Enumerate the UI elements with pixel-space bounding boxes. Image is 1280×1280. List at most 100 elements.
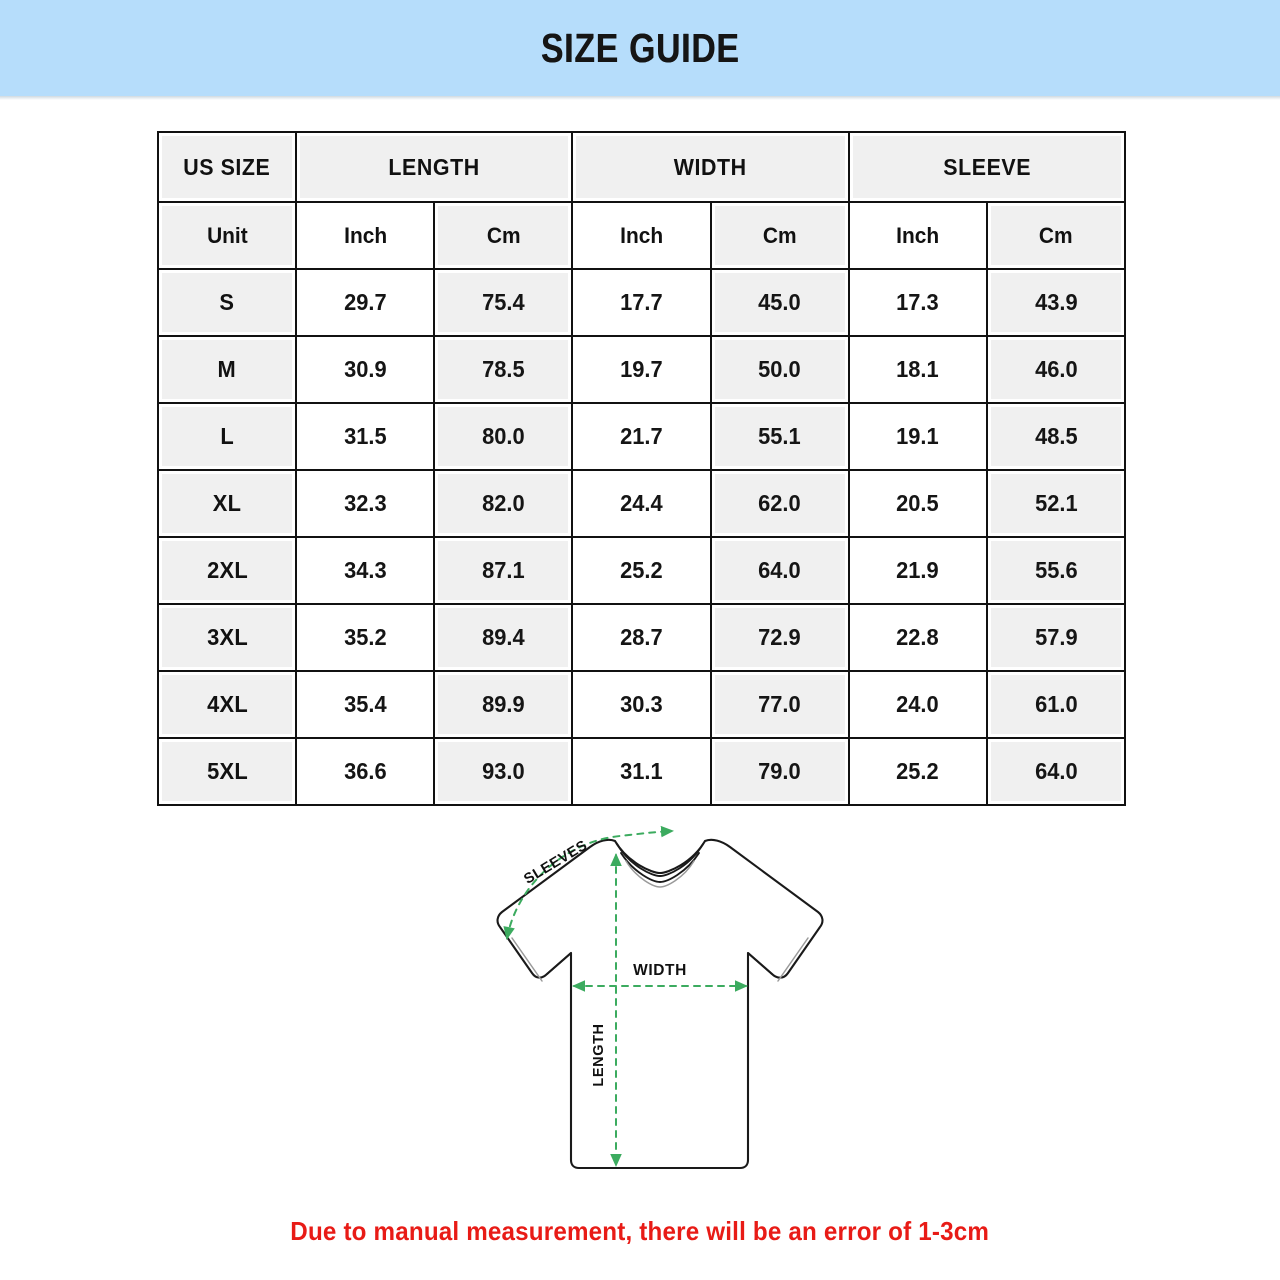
cell-sleeve-cm: 64.0 bbox=[985, 737, 1127, 806]
cell-size: S bbox=[156, 268, 298, 337]
cell-length-inch: 29.7 bbox=[295, 268, 436, 337]
cell-length-inch: 35.4 bbox=[295, 670, 436, 739]
size-table: US SIZE LENGTH WIDTH SLEEVE Unit Inch bbox=[156, 131, 1127, 806]
size-label: S bbox=[219, 289, 235, 315]
group-header-length: LENGTH bbox=[295, 131, 574, 203]
value: 18.1 bbox=[896, 356, 940, 382]
value: 25.2 bbox=[620, 557, 663, 583]
value: 57.9 bbox=[1034, 624, 1078, 650]
size-label: 2XL bbox=[206, 557, 248, 583]
width-label: WIDTH bbox=[633, 962, 687, 979]
value: 29.7 bbox=[343, 289, 387, 315]
value: 46.0 bbox=[1034, 356, 1078, 382]
cell-length-inch: 35.2 bbox=[295, 603, 436, 672]
group-header-sleeve: SLEEVE bbox=[847, 131, 1127, 203]
cell-width-inch: 19.7 bbox=[571, 335, 712, 404]
value: 17.7 bbox=[620, 289, 663, 315]
size-label: 4XL bbox=[206, 691, 248, 717]
page-title: SIZE GUIDE bbox=[540, 24, 740, 71]
size-label: XL bbox=[212, 490, 242, 516]
unit-label: Cm bbox=[486, 222, 521, 248]
table-row: M 30.9 78.5 19.7 50.0 18.1 46.0 bbox=[156, 335, 1127, 404]
group-header-us-size: US SIZE bbox=[156, 131, 298, 203]
value: 35.2 bbox=[343, 624, 387, 650]
cell-width-cm: 79.0 bbox=[709, 737, 850, 806]
unit-label: Cm bbox=[1039, 222, 1073, 248]
value: 28.7 bbox=[620, 624, 663, 650]
unit-cell-width-inch: Inch bbox=[571, 201, 712, 270]
cell-length-cm: 80.0 bbox=[433, 402, 574, 471]
table-group-header-row: US SIZE LENGTH WIDTH SLEEVE bbox=[156, 131, 1127, 203]
size-label: M bbox=[217, 356, 237, 382]
group-header-label: SLEEVE bbox=[942, 153, 1031, 180]
value: 34.3 bbox=[343, 557, 387, 583]
unit-cell-length-cm: Cm bbox=[433, 201, 574, 270]
table-row: XL 32.3 82.0 24.4 62.0 20.5 52.1 bbox=[156, 469, 1127, 538]
cell-sleeve-inch: 17.3 bbox=[847, 268, 988, 337]
value: 64.0 bbox=[758, 557, 801, 583]
cell-sleeve-inch: 25.2 bbox=[847, 737, 988, 806]
table-row: 5XL 36.6 93.0 31.1 79.0 25.2 64.0 bbox=[156, 737, 1127, 806]
cell-size: 2XL bbox=[156, 536, 298, 605]
cell-sleeve-inch: 22.8 bbox=[847, 603, 988, 672]
header-banner: SIZE GUIDE bbox=[0, 0, 1280, 100]
value: 30.9 bbox=[343, 356, 387, 382]
value: 77.0 bbox=[758, 691, 801, 717]
cell-length-cm: 93.0 bbox=[433, 737, 574, 806]
cell-length-cm: 75.4 bbox=[433, 268, 574, 337]
cell-sleeve-cm: 46.0 bbox=[985, 335, 1127, 404]
cell-sleeve-inch: 19.1 bbox=[847, 402, 988, 471]
tshirt-outline bbox=[496, 838, 824, 1170]
table-row: 4XL 35.4 89.9 30.3 77.0 24.0 61.0 bbox=[156, 670, 1127, 739]
table-unit-row: Unit Inch Cm Inch Cm Inch Cm bbox=[156, 201, 1127, 270]
value: 55.6 bbox=[1034, 557, 1078, 583]
size-label: L bbox=[220, 423, 234, 449]
value: 22.8 bbox=[896, 624, 940, 650]
value: 87.1 bbox=[482, 557, 525, 583]
cell-sleeve-inch: 24.0 bbox=[847, 670, 988, 739]
cell-sleeve-inch: 20.5 bbox=[847, 469, 988, 538]
cell-width-cm: 62.0 bbox=[709, 469, 850, 538]
cell-width-inch: 24.4 bbox=[571, 469, 712, 538]
value: 52.1 bbox=[1034, 490, 1078, 516]
cell-sleeve-cm: 52.1 bbox=[985, 469, 1127, 538]
value: 89.9 bbox=[482, 691, 525, 717]
value: 19.7 bbox=[620, 356, 663, 382]
value: 45.0 bbox=[758, 289, 801, 315]
value: 31.5 bbox=[343, 423, 387, 449]
value: 75.4 bbox=[482, 289, 525, 315]
cell-length-inch: 31.5 bbox=[295, 402, 436, 471]
table-row: 2XL 34.3 87.1 25.2 64.0 21.9 55.6 bbox=[156, 536, 1127, 605]
unit-cell-sleeve-inch: Inch bbox=[847, 201, 988, 270]
value: 36.6 bbox=[343, 758, 387, 784]
cell-width-inch: 25.2 bbox=[571, 536, 712, 605]
cell-length-cm: 82.0 bbox=[433, 469, 574, 538]
value: 89.4 bbox=[482, 624, 525, 650]
value: 79.0 bbox=[758, 758, 801, 784]
value: 78.5 bbox=[482, 356, 525, 382]
tshirt-sleeve-seams bbox=[546, 952, 773, 975]
value: 20.5 bbox=[896, 490, 940, 516]
table-row: 3XL 35.2 89.4 28.7 72.9 22.8 57.9 bbox=[156, 603, 1127, 672]
value: 21.7 bbox=[620, 423, 663, 449]
group-header-width: WIDTH bbox=[571, 131, 850, 203]
cell-length-inch: 36.6 bbox=[295, 737, 436, 806]
value: 55.1 bbox=[758, 423, 801, 449]
cell-width-inch: 28.7 bbox=[571, 603, 712, 672]
tshirt-sleeve-hems bbox=[511, 937, 809, 982]
value: 35.4 bbox=[343, 691, 387, 717]
cell-length-cm: 89.4 bbox=[433, 603, 574, 672]
unit-label: Inch bbox=[343, 222, 387, 248]
value: 25.2 bbox=[896, 758, 940, 784]
size-label: 5XL bbox=[206, 758, 248, 784]
value: 62.0 bbox=[758, 490, 801, 516]
unit-label: Cm bbox=[762, 222, 797, 248]
value: 93.0 bbox=[482, 758, 525, 784]
cell-width-cm: 45.0 bbox=[709, 268, 850, 337]
table-row: L 31.5 80.0 21.7 55.1 19.1 48.5 bbox=[156, 402, 1127, 471]
tshirt-measurement-diagram: SLEEVES WIDTH LENGTH bbox=[440, 805, 880, 1205]
cell-width-inch: 17.7 bbox=[571, 268, 712, 337]
cell-width-inch: 30.3 bbox=[571, 670, 712, 739]
cell-size: M bbox=[156, 335, 298, 404]
cell-width-cm: 72.9 bbox=[709, 603, 850, 672]
